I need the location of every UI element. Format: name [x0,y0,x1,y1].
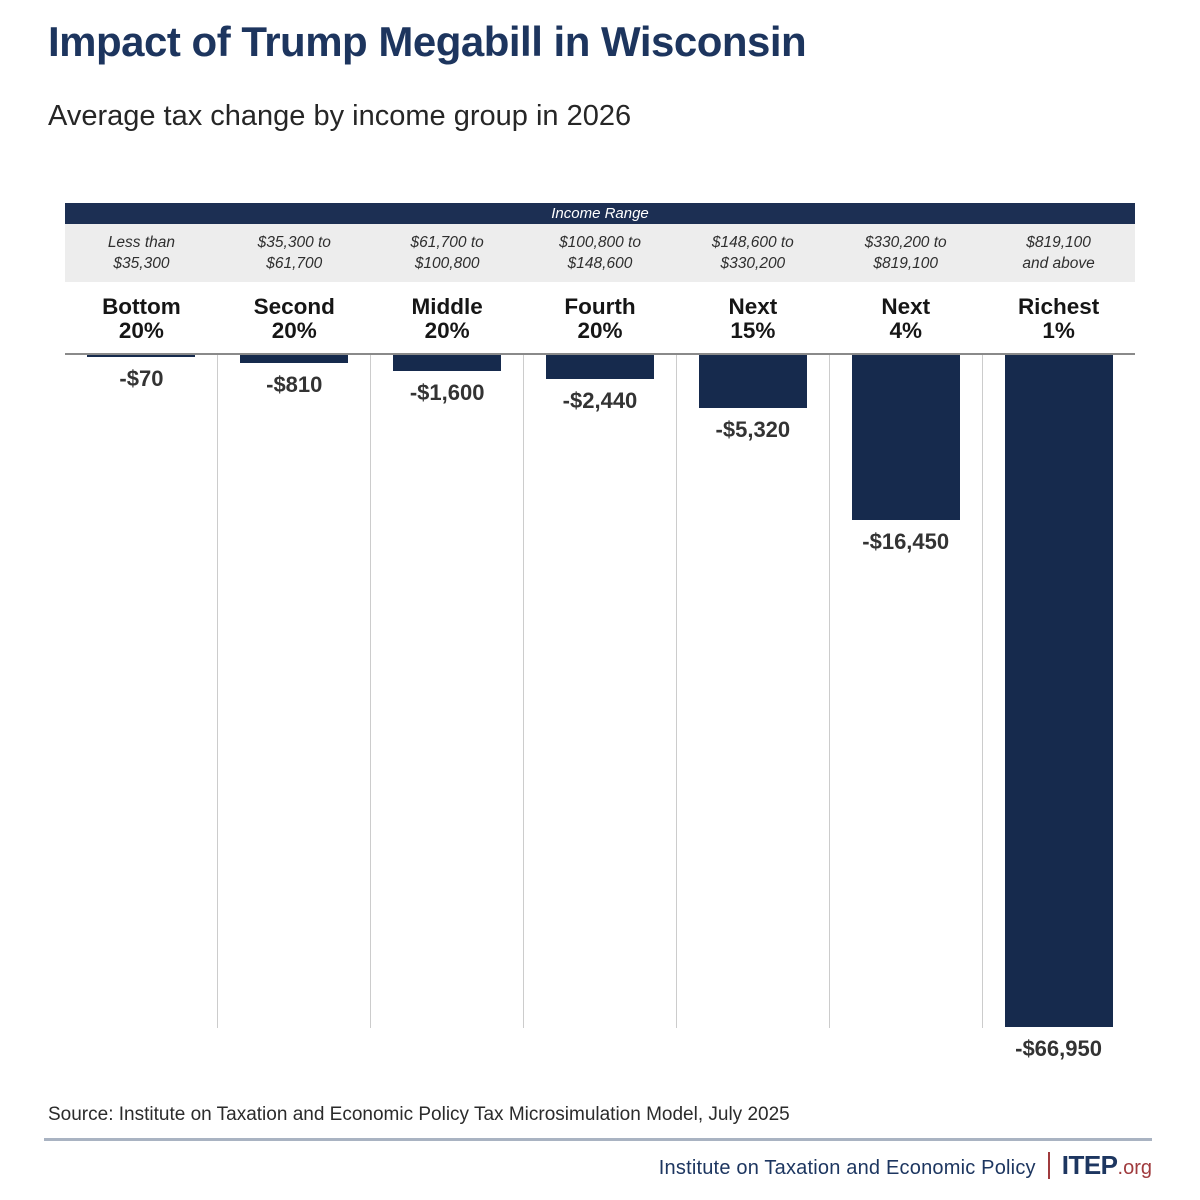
group-label-cell: Next 15% [676,295,829,343]
bars-layer: -$70 -$810 -$1,600 -$2,440 -$5,320 -$16,450 -$… [65,355,1135,1065]
income-range-line1: $330,200 to [864,234,947,251]
bar-value-label: -$5,320 [715,417,791,443]
source-note: Source: Institute on Taxation and Econom… [48,1104,790,1125]
group-label-line1: Bottom [102,294,181,319]
income-range-line1: $61,700 to [410,234,484,251]
group-label-line2: 20% [424,318,470,343]
column-separator-line [523,355,525,1028]
income-range-cell: Less than $35,300 [65,224,218,282]
group-label-cell: Bottom 20% [65,295,218,343]
income-range-line2: $148,600 [567,255,633,272]
group-label-cell: Fourth 20% [524,295,677,343]
bar-value-label: -$70 [119,366,164,391]
group-label-line1: Fourth [564,294,636,319]
income-range-line1: $819,100 [1026,234,1091,251]
income-range-line2: $35,300 [113,255,170,272]
income-range-line2: and above [1022,255,1095,272]
group-label-line2: 4% [889,318,922,343]
bar-value-label: -$2,440 [562,388,638,414]
page-title: Impact of Trump Megabill in Wisconsin [48,18,807,65]
group-label-line1: Richest [1017,294,1100,319]
column-separator-line [370,355,372,1028]
column-separator-line [675,355,677,1028]
bar-value-label: -$810 [266,372,323,398]
bar [546,355,654,380]
bar-chart: Income Range Less than $35,300 $35,300 to $… [65,203,1135,1103]
bar [698,355,807,409]
group-label-cell: Next 4% [829,295,982,343]
column-separator-line [828,355,830,1028]
group-label-line2: 1% [1042,318,1075,343]
column-separator-line [217,355,219,1028]
group-label-line1: Middle [411,294,483,319]
bar-value-label: -$1,600 [409,380,485,406]
group-label-line1: Second [253,294,335,319]
footer-org-name: Institute on Taxation and Economic Polic… [658,1157,1036,1179]
income-range-cell: $148,600 to $330,200 [676,224,829,282]
income-range-band: Less than $35,300 $35,300 to $61,700 $61,700… [65,224,1135,282]
income-range-line1: $148,600 to [711,234,794,251]
bar [393,355,502,372]
income-range-header: Income Range [65,203,1135,224]
income-range-line2: $100,800 [414,255,480,272]
income-range-line1: $100,800 to [559,234,641,251]
itep-logo: ITEP [1061,1150,1118,1180]
group-label-line2: 20% [577,318,623,343]
group-label-cell: Middle 20% [371,295,524,343]
group-label-row: Bottom 20% Second 20% Middle 20% Fourth 20% Next… [65,295,1135,343]
group-label-line2: 20% [271,318,317,343]
itep-logo-org-suffix: .org [1117,1157,1152,1179]
income-range-cell: $330,200 to $819,100 [829,224,982,282]
income-range-cell: $35,300 to $61,700 [218,224,371,282]
group-label-line2: 15% [730,318,776,343]
group-label-cell: Second 20% [218,295,371,343]
column-separator-line [981,355,983,1028]
bar [1004,355,1113,1027]
bar [87,355,196,357]
income-range-line2: $61,700 [266,255,323,272]
chart-subtitle: Average tax change by income group in 20… [48,100,632,132]
group-label-line2: 20% [118,318,164,343]
bar [851,355,960,521]
bar-value-label: -$16,450 [862,529,950,555]
group-label-line1: Next [881,294,931,319]
income-range-cell: $819,100 and above [982,224,1135,282]
footer-branding: Institute on Taxation and Economic Polic… [659,1150,1152,1181]
income-range-line1: $35,300 to [257,234,331,251]
group-label-line1: Next [728,294,778,319]
income-range-line2: $330,200 [720,255,786,272]
income-range-cell: $61,700 to $100,800 [371,224,524,282]
logo-divider-bar [1047,1152,1050,1179]
footer-divider-line [44,1138,1152,1141]
bar [240,355,349,364]
bar-value-label: -$66,950 [1015,1036,1102,1061]
income-range-line1: Less than [107,234,176,251]
zero-axis-line [65,353,1135,355]
income-range-line2: $819,100 [873,255,939,272]
income-range-cell: $100,800 to $148,600 [524,224,677,282]
group-label-cell: Richest 1% [982,295,1135,343]
